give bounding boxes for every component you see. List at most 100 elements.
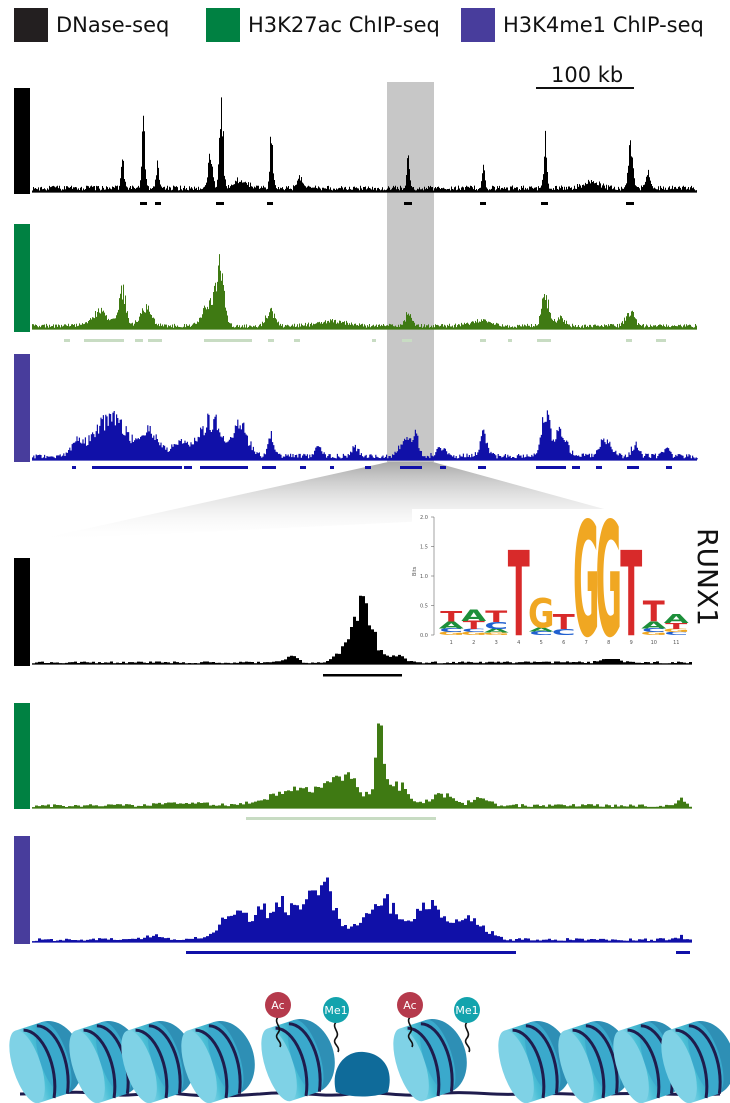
nucleosome — [9, 1020, 83, 1103]
motif-y-tick: 1.5 — [420, 545, 428, 551]
peak-call — [508, 339, 512, 342]
peak-call — [400, 466, 422, 469]
nucleosome — [181, 1020, 255, 1103]
h3k4me1-signal-zoom — [32, 877, 692, 942]
motif-letter: T — [553, 611, 576, 634]
motif-letter: A — [461, 606, 486, 625]
peak-call — [537, 339, 551, 342]
peak-call — [268, 339, 274, 342]
motif-letter: G — [528, 590, 554, 638]
legend-label-h3k27ac: H3K27ac ChIP-seq — [248, 13, 440, 37]
histone-mark-label: Me1 — [324, 1004, 347, 1017]
motif-letter: G — [573, 488, 599, 672]
motif-x-tick: 6 — [562, 640, 565, 646]
peak-call — [440, 466, 446, 469]
motif-letter: T — [665, 622, 687, 632]
peak-call — [541, 202, 548, 205]
motif-letter: G — [641, 631, 667, 636]
motif-x-tick: 7 — [585, 640, 588, 646]
motif-letter: A — [439, 620, 465, 631]
motif-y-axis: 0.0 0.5 1.0 1.5 2.0 Bits — [412, 515, 435, 639]
peak-call — [84, 339, 124, 342]
peak-call — [572, 466, 580, 469]
h3k27ac-signal-zoom — [32, 723, 692, 808]
nucleosome — [558, 1020, 632, 1103]
peak-call — [246, 817, 436, 820]
motif-letter: G — [461, 631, 487, 636]
chromatin-illustration: Ac Me1 Ac Me1 — [9, 992, 730, 1103]
peak-call — [140, 202, 147, 205]
motif-letter: C — [642, 628, 666, 633]
peak-call — [267, 202, 273, 205]
peak-call — [478, 466, 486, 469]
scale-bar: 100 kb — [536, 63, 634, 89]
peak-call — [627, 466, 639, 469]
peak-call — [480, 339, 486, 342]
motif-letter: C — [439, 628, 463, 633]
peak-call — [148, 339, 162, 342]
track-bar-h3k4me1-overview — [14, 354, 30, 462]
peak-call — [480, 202, 486, 205]
motif-letter: G — [663, 629, 689, 634]
nucleosome — [393, 1018, 467, 1102]
motif-x-tick: 9 — [630, 640, 633, 646]
legend-label-dnase: DNase-seq — [56, 13, 170, 37]
motif-x-tick: 2 — [472, 640, 475, 646]
motif-y-tick: 0.0 — [420, 633, 428, 639]
motif-letter: T — [620, 527, 642, 663]
dnase-signal-zoom — [32, 595, 692, 664]
peak-call — [404, 202, 412, 205]
peak-call — [184, 466, 192, 469]
legend-swatch-dnase — [14, 8, 48, 42]
motif-letter: T — [485, 607, 508, 626]
legend-swatch-h3k27ac — [206, 8, 240, 42]
histone-mark-label: Me1 — [455, 1004, 478, 1017]
motif-name-label: RUNX1 — [691, 528, 724, 626]
motif-x-tick: 11 — [673, 640, 679, 646]
highlight-region — [387, 82, 434, 462]
legend-item-h3k4me1: H3K4me1 ChIP-seq — [461, 8, 704, 42]
motif-y-tick: 1.0 — [420, 574, 428, 580]
peak-call — [186, 951, 516, 954]
motif-letter: T — [440, 608, 462, 625]
peak-call — [72, 466, 76, 469]
histone-mark-label: Ac — [271, 999, 284, 1012]
motif-y-axis-label: Bits — [412, 566, 418, 576]
motif-background — [412, 509, 688, 659]
peak-call — [596, 466, 602, 469]
monomethylation-mark: Me1 — [454, 997, 480, 1053]
motif-letter: A — [484, 628, 509, 633]
motif-letter: C — [462, 629, 486, 634]
track-bar-dnase-overview — [14, 88, 30, 194]
peak-call — [135, 339, 143, 342]
peak-call — [300, 466, 306, 469]
nucleosome — [498, 1020, 572, 1103]
monomethylation-mark: Me1 — [323, 997, 349, 1053]
motif-y-tick: 2.0 — [420, 515, 428, 521]
zoom-connector — [35, 462, 615, 540]
peak-call — [294, 339, 300, 342]
legend-label-h3k4me1: H3K4me1 ChIP-seq — [503, 13, 704, 37]
peak-call — [372, 339, 376, 342]
acetylation-mark: Ac — [265, 992, 291, 1048]
motif-letter: A — [641, 620, 667, 631]
nucleosome — [661, 1020, 730, 1103]
peak-call — [262, 466, 276, 469]
peak-call — [676, 951, 690, 954]
histone-mark-label: Ac — [403, 999, 416, 1012]
track-bar-dnase-zoom — [14, 558, 30, 666]
peak-call — [216, 202, 224, 205]
motif-letter: C — [484, 620, 508, 631]
motif-letter: A — [664, 612, 689, 626]
legend-item-dnase: DNase-seq — [14, 8, 169, 42]
peak-call — [64, 339, 70, 342]
motif-letter: C — [664, 631, 688, 636]
motif-letter: T — [463, 619, 486, 632]
peak-call — [323, 674, 402, 677]
dnase-signal-overview — [32, 97, 697, 192]
peak-call — [330, 466, 334, 469]
scale-bar-label: 100 kb — [551, 63, 623, 87]
nucleosome — [261, 1018, 335, 1102]
peak-call — [155, 202, 161, 205]
peak-calls — [64, 202, 690, 954]
